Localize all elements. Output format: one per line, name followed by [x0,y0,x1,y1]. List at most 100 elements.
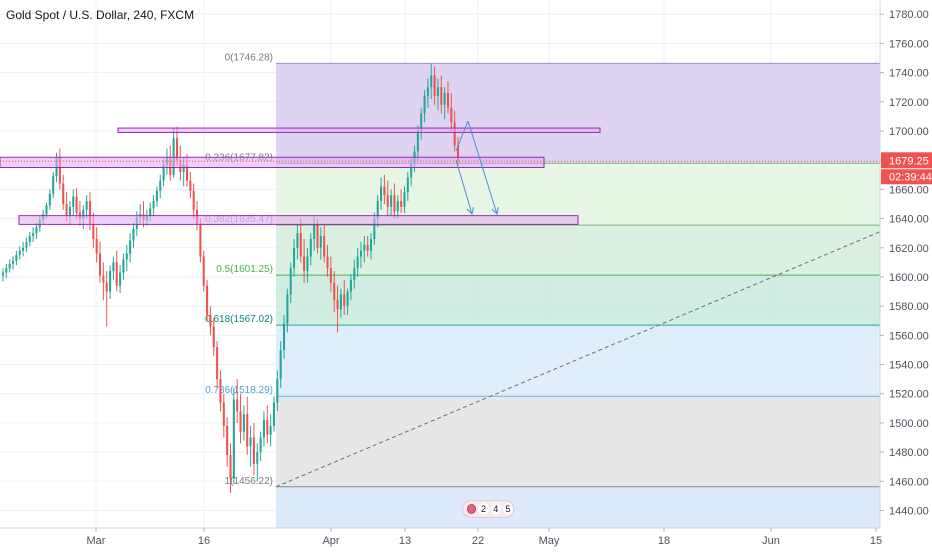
time-tick-label: Apr [322,535,339,547]
fib-level-label: 1(1456.22) [225,476,273,487]
candle-body [383,186,386,196]
candle-body [65,203,68,216]
candle-body [246,414,249,447]
candle-body [343,294,346,307]
candle-body [356,256,359,269]
candle-body [206,285,209,315]
candle-body [279,349,282,380]
support-resistance-zone[interactable] [18,215,579,225]
candle-body [373,218,376,239]
candle-body [88,201,92,225]
candle-body [450,107,453,123]
candle-body [115,262,118,286]
candle-body [68,206,71,216]
candle-body [269,425,272,435]
time-tick-label: May [539,535,560,547]
price-tick-label: 1760.00 [889,38,929,50]
current-price-value: 1679.25 [889,155,929,167]
candle-body [416,130,419,152]
trend-line[interactable] [275,231,881,488]
candle-body [313,224,316,239]
time-tick-label: 18 [658,535,670,547]
event-count[interactable]: 2 [478,503,489,515]
candle-body [259,437,262,453]
time-tick-label: 15 [870,535,882,547]
candle-body [199,224,202,257]
event-count[interactable]: 5 [502,503,513,515]
candle-body [430,75,433,88]
fib-level-label: 0(1746.28) [225,52,273,63]
candle-body [35,227,38,234]
candle-body [249,437,252,447]
candle-body [72,196,75,207]
candle-body [236,399,239,412]
us-flag-icon [467,504,477,514]
projection-arrow[interactable] [455,159,473,215]
candle-body [229,455,232,479]
candle-body [386,195,389,207]
candle-body [296,233,299,248]
economic-events-badge[interactable]: 2 4 5 [462,500,514,518]
candle-body [92,224,95,239]
candle-body [216,347,219,380]
candle-body [175,138,179,161]
candle-body [336,300,339,310]
candle-body [349,279,352,292]
candle-body [319,236,322,248]
candle-body [406,177,409,193]
candle-body [303,256,306,272]
candle-body [52,176,55,194]
price-tick-label: 1620.00 [889,243,929,255]
candle-body [299,233,302,257]
fib-level-label: 0.786(1518.29) [205,385,273,396]
event-count[interactable]: 4 [490,503,501,515]
candle-body [32,233,35,237]
candle-body [226,425,229,456]
candle-body [8,263,11,269]
countdown-value: 02:39:44 [889,171,932,183]
candle-body [5,268,8,273]
price-tick-label: 1520.00 [889,389,929,401]
price-tick-label: 1660.00 [889,184,929,196]
candle-body [380,186,383,202]
candle-body [446,93,450,108]
projection-arrow[interactable] [467,120,498,215]
arrow-head [491,207,499,215]
candle-body [333,282,336,301]
candle-body [396,201,399,212]
candle-body [266,419,269,435]
fib-zone [276,225,880,276]
candle-body [443,93,446,105]
projection-arrow[interactable] [455,120,469,152]
candle-body [256,452,259,464]
price-tick-label: 1560.00 [889,330,929,342]
candle-body [286,294,289,324]
candle-body [426,87,429,96]
candle-body [390,195,393,207]
candle-body [152,201,155,209]
candle-body [393,195,396,212]
candle-body [122,259,125,273]
candle-body [433,75,436,96]
candle-body [376,201,379,219]
candle-body [98,253,102,276]
candle-body [212,326,215,348]
candle-body [48,193,51,206]
time-tick-label: 16 [198,535,210,547]
candle-body [162,164,165,181]
candle-body [172,138,175,175]
support-resistance-zone[interactable] [117,127,601,133]
price-axis[interactable] [880,0,932,550]
price-tick-label: 1600.00 [889,272,929,284]
candle-body [339,294,342,310]
candle-body [272,402,276,426]
support-resistance-zone[interactable] [0,156,545,168]
price-tick-label: 1440.00 [889,505,929,517]
candle-body [262,419,265,438]
time-axis[interactable] [0,528,932,550]
countdown-tag [881,169,932,185]
candle-body [129,240,132,254]
candle-body [346,291,349,307]
